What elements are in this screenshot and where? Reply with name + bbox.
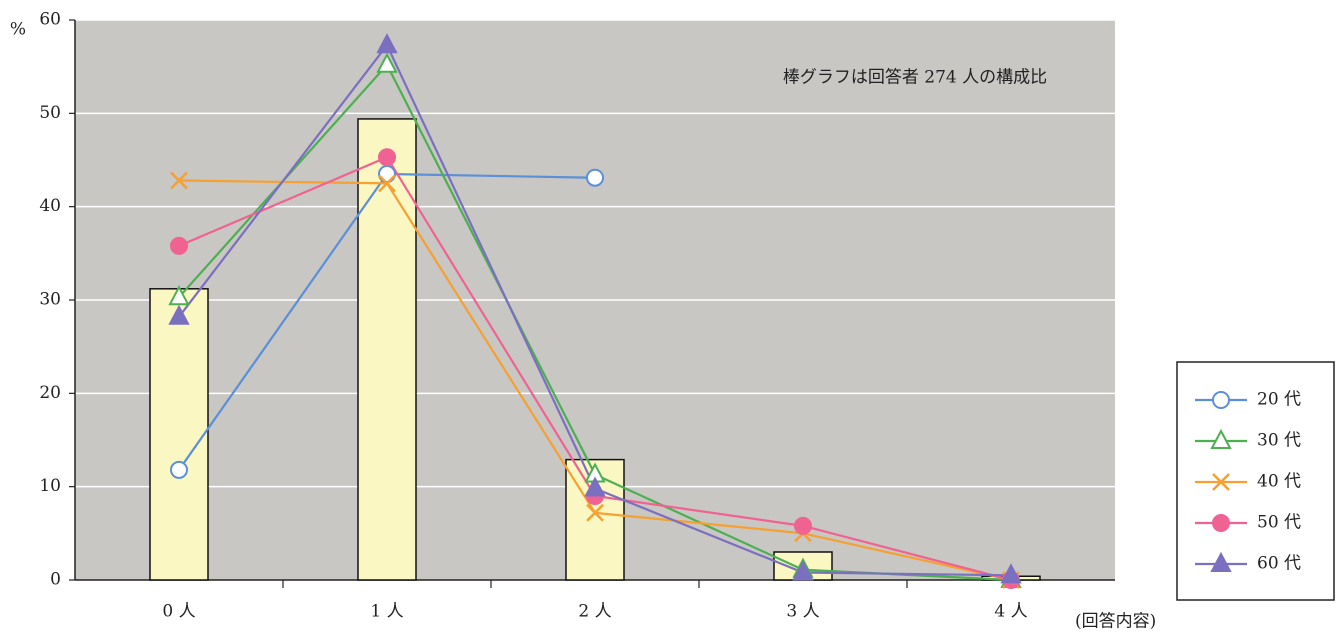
legend-label: 30 代 [1257, 431, 1301, 451]
y-tick-label: 60 [39, 10, 61, 30]
y-axis-label: % [10, 20, 26, 40]
marker [170, 236, 188, 255]
marker [1212, 473, 1230, 491]
marker [168, 304, 190, 325]
legend-label: 40 代 [1257, 472, 1301, 492]
x-tick-label: 0 人 [162, 602, 195, 622]
marker [792, 560, 814, 581]
x-tick-label: 4 人 [994, 602, 1027, 622]
y-tick-label: 20 [39, 383, 61, 403]
y-tick-label: 50 [39, 103, 61, 123]
y-tick-label: 10 [39, 476, 61, 496]
bar [357, 118, 417, 581]
legend-label: 60 代 [1257, 554, 1301, 574]
marker [376, 52, 398, 73]
y-tick-label: 40 [39, 196, 61, 216]
legend-label: 20 代 [1257, 390, 1301, 410]
x-tick-label: 1 人 [370, 602, 403, 622]
marker [794, 516, 812, 535]
legend-item: 50 代 [1195, 513, 1301, 533]
marker [1212, 391, 1230, 409]
legend-label: 50 代 [1257, 513, 1301, 533]
marker [170, 171, 188, 190]
y-tick-label: 0 [50, 570, 61, 590]
x-axis-label: (回答内容) [1075, 612, 1156, 632]
annotation: 棒グラフは回答者 274 人の構成比 [783, 68, 1047, 88]
marker [584, 476, 606, 497]
marker [1212, 514, 1230, 532]
marker [586, 168, 604, 187]
marker [378, 165, 396, 183]
bar [149, 288, 209, 581]
legend-item: 30 代 [1195, 428, 1301, 451]
legend-item: 20 代 [1195, 390, 1301, 410]
marker [586, 503, 604, 522]
marker [1000, 563, 1022, 584]
marker [170, 460, 188, 479]
marker [1210, 551, 1232, 572]
legend-item: 40 代 [1195, 472, 1301, 492]
marker [376, 33, 398, 54]
marker [168, 285, 190, 306]
x-tick-label: 2 人 [578, 602, 611, 622]
marker [378, 174, 396, 193]
x-tick-label: 3 人 [786, 602, 819, 622]
marker [378, 148, 396, 167]
marker [1210, 428, 1232, 449]
y-tick-label: 30 [39, 290, 61, 310]
legend-item: 60 代 [1195, 551, 1301, 574]
